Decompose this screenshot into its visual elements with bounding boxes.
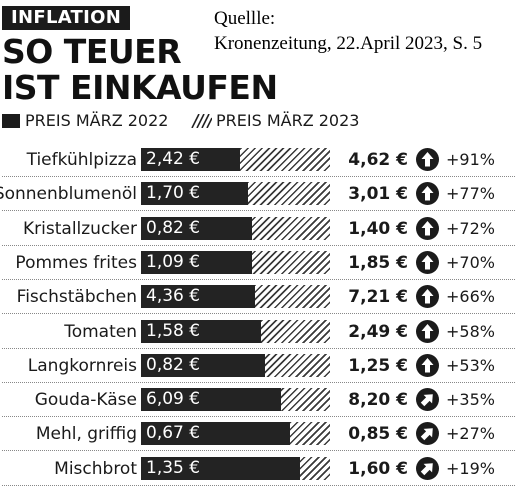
bar-2022	[141, 285, 256, 309]
percent-change: +27%	[446, 424, 495, 444]
percent-change: +70%	[446, 252, 495, 272]
value-label-2022: 1,70 €	[146, 183, 201, 204]
row-divider	[2, 381, 515, 383]
source-citation: Kronenzeitung, 22.April 2023, S. 5	[214, 33, 483, 54]
chart-row: Gouda-Käse 6,09 € 8,20 € +35%	[0, 383, 515, 418]
value-label-2023: 1,60 €	[348, 458, 408, 479]
value-label-2023: 7,21 €	[348, 287, 408, 308]
category-label: Mehl, griffig	[35, 424, 137, 445]
chart-row: Fischstäbchen 4,36 € 7,21 € +66%	[0, 280, 515, 315]
row-divider	[2, 450, 515, 452]
value-label-2022: 6,09 €	[146, 389, 201, 410]
row-divider	[2, 416, 515, 418]
category-label: Sonnenblumenöl	[0, 184, 137, 205]
arrow-up-icon	[416, 216, 439, 240]
value-label-2023: 8,20 €	[348, 390, 408, 411]
bar-2022	[141, 216, 252, 240]
value-label-2023: 1,85 €	[348, 252, 408, 273]
inflation-tag: INFLATION	[2, 6, 131, 30]
headline-line-2: IST EINKAUFEN	[2, 68, 278, 107]
value-label-2022: 1,09 €	[146, 251, 201, 272]
value-label-2022: 1,35 €	[146, 457, 201, 478]
bar-2022	[141, 182, 248, 206]
row-divider	[2, 313, 515, 315]
value-label-2022: 4,36 €	[146, 286, 201, 307]
category-label: Mischbrot	[54, 458, 137, 479]
bar-2022	[141, 456, 301, 480]
percent-change: +66%	[446, 287, 495, 307]
arrow-up-icon	[416, 456, 439, 480]
bar-2022	[141, 148, 240, 171]
row-divider	[2, 484, 515, 486]
row-divider	[2, 176, 515, 177]
chart-row: Kristallzucker 0,82 € 1,40 € +72%	[0, 212, 515, 246]
arrow-up-icon	[416, 250, 439, 274]
value-label-2022: 0,82 €	[146, 217, 201, 238]
category-label: Kristallzucker	[23, 218, 137, 239]
arrow-up-icon	[416, 285, 439, 309]
legend-swatch-hatched	[191, 114, 212, 128]
arrow-up-icon	[416, 319, 439, 343]
value-label-2023: 0,85 €	[348, 424, 408, 445]
category-label: Pommes frites	[15, 252, 137, 273]
category-label: Fischstäbchen	[16, 287, 137, 308]
value-label-2022: 0,67 €	[146, 423, 201, 444]
row-divider	[2, 278, 515, 280]
chart-row: Tiefkühlpizza 2,42 € 4,62 € +91%	[0, 143, 515, 177]
percent-change: +53%	[446, 355, 495, 375]
chart-row: Langkornreis 0,82 € 1,25 € +53%	[0, 349, 515, 383]
legend-swatch-solid	[2, 114, 20, 128]
row-divider	[2, 347, 515, 349]
category-label: Tomaten	[64, 321, 137, 342]
arrow-up-icon	[416, 182, 439, 206]
chart-row: Mehl, griffig 0,67 € 0,85 € +27%	[0, 417, 515, 452]
bar-2022	[141, 422, 290, 446]
bar-2022	[141, 388, 282, 412]
value-label-2023: 4,62 €	[348, 150, 408, 170]
percent-change: +19%	[446, 458, 495, 478]
percent-change: +77%	[446, 184, 495, 204]
arrow-up-icon	[416, 148, 439, 171]
row-divider	[2, 244, 515, 246]
value-label-2023: 3,01 €	[348, 184, 408, 205]
row-divider	[2, 210, 515, 212]
legend-label-2023: PREIS MÄRZ 2023	[216, 111, 360, 130]
chart-row: Mischbrot 1,35 € 1,60 € +19%	[0, 452, 515, 486]
value-label-2022: 0,82 €	[146, 354, 201, 375]
source-label: Quellle:	[214, 8, 276, 29]
category-label: Langkornreis	[27, 355, 137, 376]
value-label-2023: 2,49 €	[348, 321, 408, 342]
source-note: Quellle: Kronenzeitung, 22.April 2023, S…	[214, 6, 482, 56]
value-label-2022: 1,58 €	[146, 320, 201, 341]
value-label-2023: 1,40 €	[348, 218, 408, 239]
bar-2022	[141, 319, 261, 343]
arrow-up-icon	[416, 422, 439, 446]
arrow-up-icon	[416, 388, 439, 412]
chart-row: Tomaten 1,58 € 2,49 € +58%	[0, 315, 515, 349]
category-label: Gouda-Käse	[34, 390, 137, 411]
headline-line-1: SO TEUER	[2, 32, 182, 71]
value-label-2023: 1,25 €	[348, 355, 408, 376]
percent-change: +72%	[446, 218, 495, 238]
arrow-up-icon	[416, 353, 439, 377]
value-label-2022: 2,42 €	[146, 149, 201, 169]
legend-label-2022: PREIS MÄRZ 2022	[25, 111, 169, 130]
chart-row: Sonnenblumenöl 1,70 € 3,01 € +77%	[0, 177, 515, 212]
category-label: Tiefkühlpizza	[26, 150, 137, 170]
bar-2022	[141, 353, 265, 377]
percent-change: +91%	[446, 150, 495, 169]
percent-change: +35%	[446, 390, 495, 410]
bar-2022	[141, 250, 253, 274]
percent-change: +58%	[446, 321, 495, 341]
chart-row: Pommes frites 1,09 € 1,85 € +70%	[0, 246, 515, 280]
